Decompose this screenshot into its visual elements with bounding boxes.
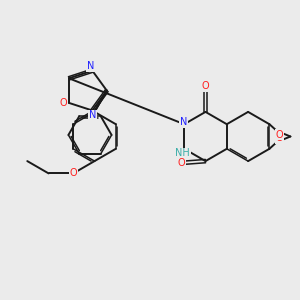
Text: O: O [60, 98, 68, 108]
Text: NH: NH [175, 148, 190, 158]
Text: O: O [69, 168, 77, 178]
Text: O: O [202, 82, 209, 92]
Text: O: O [178, 158, 185, 168]
Text: O: O [275, 130, 283, 140]
Text: N: N [87, 61, 94, 71]
Text: N: N [180, 117, 187, 127]
Text: N: N [89, 110, 97, 120]
Text: O: O [275, 134, 283, 143]
